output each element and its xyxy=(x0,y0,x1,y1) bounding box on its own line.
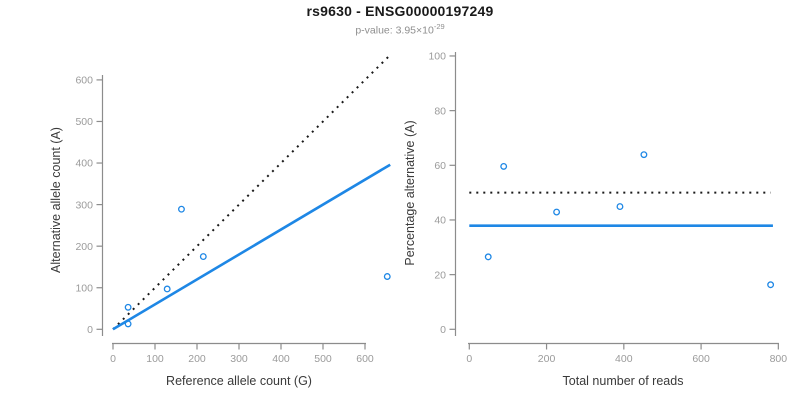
y-tick-label: 60 xyxy=(434,160,446,172)
identity-line xyxy=(112,56,389,331)
x-axis-title: Reference allele count (G) xyxy=(166,374,312,388)
x-tick-label: 0 xyxy=(466,353,472,365)
data-point xyxy=(163,285,171,293)
y-axis-title: Alternative allele count (A) xyxy=(49,127,63,273)
x-tick-label: 200 xyxy=(538,353,556,365)
x-axis-title: Total number of reads xyxy=(563,374,684,388)
y-tick-label: 100 xyxy=(75,282,93,294)
x-tick-label: 100 xyxy=(146,353,164,365)
y-tick-label: 80 xyxy=(434,105,446,117)
y-axis-title: Percentage alternative (A) xyxy=(403,120,417,265)
data-point xyxy=(484,253,492,261)
data-point xyxy=(500,162,508,170)
data-point xyxy=(199,253,207,261)
x-tick-label: 300 xyxy=(230,353,248,365)
y-tick-label: 0 xyxy=(440,324,446,336)
y-tick-label: 20 xyxy=(434,269,446,281)
y-tick-label: 300 xyxy=(75,199,93,211)
y-tick-label: 0 xyxy=(87,324,93,336)
y-tick-label: 100 xyxy=(428,51,446,63)
y-tick-label: 500 xyxy=(75,116,93,128)
x-tick-label: 0 xyxy=(110,353,116,365)
x-tick-label: 400 xyxy=(615,353,633,365)
data-point xyxy=(767,281,775,289)
x-tick-label: 600 xyxy=(692,353,710,365)
data-point xyxy=(553,208,561,216)
y-tick-label: 400 xyxy=(75,158,93,170)
x-tick-label: 400 xyxy=(272,353,290,365)
data-point xyxy=(383,273,391,280)
y-tick-label: 40 xyxy=(434,215,446,227)
data-point xyxy=(124,303,132,311)
x-tick-label: 200 xyxy=(188,353,206,365)
data-point xyxy=(616,203,624,211)
data-point xyxy=(640,151,648,159)
x-tick-label: 800 xyxy=(770,353,788,365)
y-tick-label: 200 xyxy=(75,241,93,253)
data-point xyxy=(178,205,185,213)
x-tick-label: 600 xyxy=(356,353,374,365)
x-tick-label: 500 xyxy=(314,353,332,365)
fit-line xyxy=(112,163,391,331)
y-tick-label: 600 xyxy=(75,75,93,87)
